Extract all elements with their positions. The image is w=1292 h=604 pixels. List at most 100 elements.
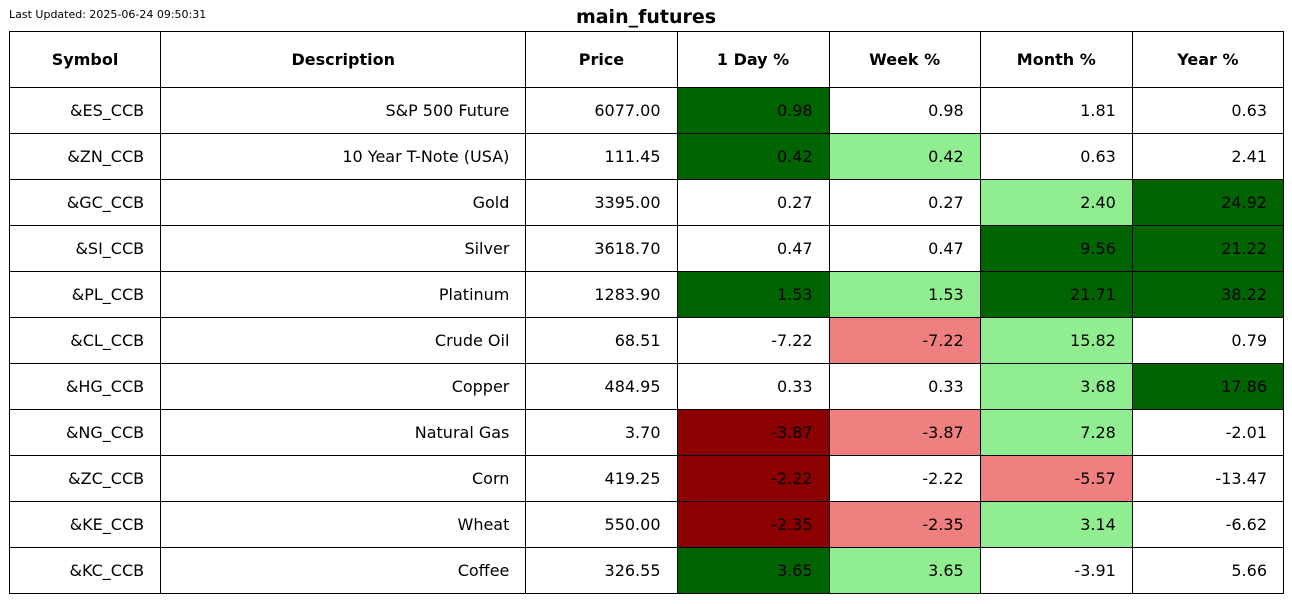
week-pct-cell: 0.98 [828, 87, 981, 134]
month-pct-cell: 3.14 [979, 501, 1133, 548]
description-cell: Corn [160, 455, 527, 502]
header-month-pct: Month % [979, 31, 1133, 88]
symbol-cell: &HG_CCB [8, 363, 162, 410]
description-cell: 10 Year T-Note (USA) [160, 133, 527, 180]
table-row: &ES_CCB S&P 500 Future 6077.00 0.98 0.98 1.81… [8, 87, 1285, 134]
table-row: &HG_CCB Copper 484.95 0.33 0.33 3.68 17.86 [8, 363, 1285, 410]
week-pct-cell: 0.47 [828, 225, 981, 272]
futures-table: Symbol Description Price 1 Day % Week % … [8, 31, 1285, 594]
symbol-cell: &KE_CCB [8, 501, 162, 548]
table-row: &SI_CCB Silver 3618.70 0.47 0.47 9.56 21.22 [8, 225, 1285, 272]
header-symbol: Symbol [8, 31, 162, 88]
description-cell: Platinum [160, 271, 527, 318]
price-cell: 3395.00 [525, 179, 678, 226]
day-pct-cell: -3.87 [676, 409, 830, 456]
symbol-cell: &SI_CCB [8, 225, 162, 272]
day-pct-cell: 0.98 [676, 87, 830, 134]
week-pct-cell: -2.22 [828, 455, 981, 502]
table-row: &ZN_CCB 10 Year T-Note (USA) 111.45 0.42 0.4… [8, 133, 1285, 180]
price-cell: 111.45 [525, 133, 678, 180]
description-cell: S&P 500 Future [160, 87, 527, 134]
week-pct-cell: 3.65 [828, 547, 981, 594]
month-pct-cell: -5.57 [979, 455, 1133, 502]
table-title: main_futures [575, 6, 717, 28]
year-pct-cell: -2.01 [1131, 409, 1285, 456]
table-row: &NG_CCB Natural Gas 3.70 -3.87 -3.87 7.28 -2.0… [8, 409, 1285, 456]
header-price: Price [525, 31, 678, 88]
year-pct-cell: 0.79 [1131, 317, 1285, 364]
table-row: &KC_CCB Coffee 326.55 3.65 3.65 -3.91 5.66 [8, 547, 1285, 594]
week-pct-cell: 0.42 [828, 133, 981, 180]
description-cell: Gold [160, 179, 527, 226]
price-cell: 550.00 [525, 501, 678, 548]
symbol-cell: &KC_CCB [8, 547, 162, 594]
month-pct-cell: -3.91 [979, 547, 1133, 594]
day-pct-cell: 0.33 [676, 363, 830, 410]
month-pct-cell: 9.56 [979, 225, 1133, 272]
year-pct-cell: 2.41 [1131, 133, 1285, 180]
price-cell: 3618.70 [525, 225, 678, 272]
table-body: &ES_CCB S&P 500 Future 6077.00 0.98 0.98 1.81… [8, 87, 1285, 594]
year-pct-cell: 21.22 [1131, 225, 1285, 272]
price-cell: 326.55 [525, 547, 678, 594]
price-cell: 484.95 [525, 363, 678, 410]
week-pct-cell: 0.33 [828, 363, 981, 410]
price-cell: 3.70 [525, 409, 678, 456]
month-pct-cell: 1.81 [979, 87, 1133, 134]
year-pct-cell: -6.62 [1131, 501, 1285, 548]
symbol-cell: &CL_CCB [8, 317, 162, 364]
header-week-pct: Week % [828, 31, 981, 88]
header-row: Symbol Description Price 1 Day % Week % … [8, 31, 1285, 88]
day-pct-cell: 3.65 [676, 547, 830, 594]
header-day-pct: 1 Day % [676, 31, 830, 88]
week-pct-cell: 0.27 [828, 179, 981, 226]
price-cell: 1283.90 [525, 271, 678, 318]
month-pct-cell: 21.71 [979, 271, 1133, 318]
last-updated-label: Last Updated: 2025-06-24 09:50:31 [9, 8, 207, 21]
description-cell: Wheat [160, 501, 527, 548]
table-row: &GC_CCB Gold 3395.00 0.27 0.27 2.40 24.92 [8, 179, 1285, 226]
week-pct-cell: -3.87 [828, 409, 981, 456]
year-pct-cell: 38.22 [1131, 271, 1285, 318]
month-pct-cell: 7.28 [979, 409, 1133, 456]
table-row: &KE_CCB Wheat 550.00 -2.35 -2.35 3.14 -6.62 [8, 501, 1285, 548]
description-cell: Silver [160, 225, 527, 272]
day-pct-cell: 1.53 [676, 271, 830, 318]
symbol-cell: &NG_CCB [8, 409, 162, 456]
day-pct-cell: -2.22 [676, 455, 830, 502]
price-cell: 419.25 [525, 455, 678, 502]
description-cell: Copper [160, 363, 527, 410]
week-pct-cell: -2.35 [828, 501, 981, 548]
price-cell: 6077.00 [525, 87, 678, 134]
week-pct-cell: 1.53 [828, 271, 981, 318]
symbol-cell: &ES_CCB [8, 87, 162, 134]
month-pct-cell: 0.63 [979, 133, 1133, 180]
year-pct-cell: 0.63 [1131, 87, 1285, 134]
symbol-cell: &GC_CCB [8, 179, 162, 226]
description-cell: Crude Oil [160, 317, 527, 364]
symbol-cell: &PL_CCB [8, 271, 162, 318]
year-pct-cell: 5.66 [1131, 547, 1285, 594]
description-cell: Natural Gas [160, 409, 527, 456]
month-pct-cell: 3.68 [979, 363, 1133, 410]
year-pct-cell: -13.47 [1131, 455, 1285, 502]
table-row: &ZC_CCB Corn 419.25 -2.22 -2.22 -5.57 -13.47 [8, 455, 1285, 502]
month-pct-cell: 2.40 [979, 179, 1133, 226]
day-pct-cell: 0.27 [676, 179, 830, 226]
header-description: Description [160, 31, 527, 88]
day-pct-cell: -2.35 [676, 501, 830, 548]
table-row: &PL_CCB Platinum 1283.90 1.53 1.53 21.71 38.22 [8, 271, 1285, 318]
description-cell: Coffee [160, 547, 527, 594]
year-pct-cell: 17.86 [1131, 363, 1285, 410]
header-year-pct: Year % [1131, 31, 1285, 88]
day-pct-cell: -7.22 [676, 317, 830, 364]
symbol-cell: &ZC_CCB [8, 455, 162, 502]
year-pct-cell: 24.92 [1131, 179, 1285, 226]
symbol-cell: &ZN_CCB [8, 133, 162, 180]
week-pct-cell: -7.22 [828, 317, 981, 364]
table-row: &CL_CCB Crude Oil 68.51 -7.22 -7.22 15.82 0.79 [8, 317, 1285, 364]
day-pct-cell: 0.42 [676, 133, 830, 180]
price-cell: 68.51 [525, 317, 678, 364]
day-pct-cell: 0.47 [676, 225, 830, 272]
month-pct-cell: 15.82 [979, 317, 1133, 364]
